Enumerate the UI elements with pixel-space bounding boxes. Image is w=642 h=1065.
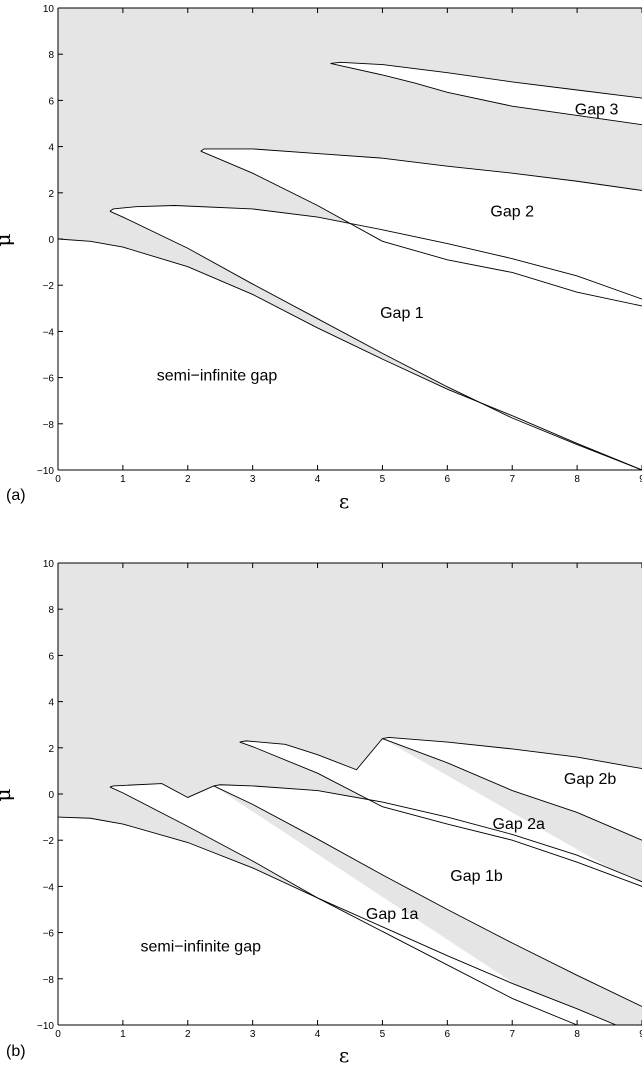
band-edge-2-lower [109,786,578,1025]
gap-annotation: Gap 2b [564,771,617,788]
gap-annotation: Gap 2 [490,203,534,220]
panel-label: (b) [6,1043,26,1060]
band-edge-1-upper [58,238,642,470]
y-tick-label: −8 [43,420,55,431]
band-edge-5-upper [382,736,642,770]
y-tick-label: 8 [48,605,54,616]
y-tick-label: 2 [48,744,54,755]
y-tick-label: 0 [48,235,54,246]
gap-region-3 [200,148,642,306]
gap-region-1 [58,239,642,470]
x-tick-label: 4 [315,474,321,485]
y-tick-label: 0 [48,790,54,801]
x-tick-label: 0 [55,1029,61,1040]
x-tick-label: 7 [509,1029,515,1040]
y-tick-label: −4 [43,882,55,893]
gap-annotation: Gap 1 [380,305,424,322]
band-edge-3-upper [213,784,642,883]
band-edge-3-lower [213,785,642,1007]
y-tick-label: 2 [48,189,54,200]
gap-annotation: Gap 2a [492,816,545,833]
y-tick-label: 6 [48,651,54,662]
x-tick-label: 3 [250,474,256,485]
x-tick-label: 6 [445,1029,451,1040]
x-tick-label: 2 [185,474,191,485]
x-tick-label: 0 [55,474,61,485]
gap-region-4 [239,738,642,887]
y-tick-label: −8 [43,975,55,986]
band-edge-4-upper [330,61,642,99]
y-tick-label: 4 [48,143,54,154]
x-axis-label: ε [339,489,349,513]
band-edge-2-upper [109,205,642,300]
x-tick-label: 4 [315,1029,321,1040]
band-edge-4-lower [239,741,642,887]
x-tick-label: 8 [574,1029,580,1040]
y-tick-label: −6 [43,374,55,385]
gap-annotation: Gap 1b [450,868,503,885]
gap-region-5 [382,737,642,841]
y-tick-label: −4 [43,327,55,338]
chart-panel-b: semi−infinite gap Gap 1a Gap 1b Gap 2a Gap 2… [0,559,642,1065]
y-tick-label: −10 [37,466,54,477]
y-tick-label: 4 [48,698,54,709]
x-axis-label: ε [339,1043,349,1065]
band-edge-3-upper [200,148,642,191]
gap-annotation: Gap 3 [575,102,619,119]
gap-annotation: semi−infinite gap [140,938,261,955]
y-axis-label: μ [0,234,15,247]
x-tick-label: 9 [639,474,642,485]
band-edge-2-upper [109,783,214,798]
y-tick-label: 6 [48,96,54,107]
x-tick-label: 7 [509,474,515,485]
x-tick-label: 3 [250,1029,256,1040]
y-axis-label: μ [0,789,15,802]
panel-label: (a) [6,487,26,504]
gap-annotation: Gap 1a [366,906,419,923]
band-edge-2-lower [109,210,642,470]
x-tick-label: 6 [445,474,451,485]
band-edge-4-upper [239,738,383,771]
x-tick-label: 1 [120,474,126,485]
x-tick-label: 8 [574,474,580,485]
y-tick-label: −2 [43,281,55,292]
band-edge-5-lower [382,738,642,841]
gap-annotation: semi−infinite gap [157,367,278,384]
y-tick-label: 10 [43,4,55,15]
x-tick-label: 5 [380,1029,386,1040]
x-tick-label: 9 [639,1029,642,1040]
y-tick-label: −10 [37,1021,54,1032]
gap-region-3 [213,784,642,1007]
band-edge-4-lower [330,63,642,126]
gap-region-4 [330,62,642,125]
y-tick-label: 8 [48,50,54,61]
gap-region-1 [58,817,642,1025]
x-tick-label: 1 [120,1029,126,1040]
y-tick-label: −2 [43,836,55,847]
gap-region-2 [109,783,578,1025]
chart-panel-a: semi−infinite gap Gap 1 Gap 2 Gap 3 0 1 2 3 4 5 6 7… [0,4,642,513]
x-tick-label: 2 [185,1029,191,1040]
band-edge-3-lower [200,150,642,307]
x-tick-label: 5 [380,474,386,485]
y-tick-label: 10 [43,559,55,570]
y-tick-label: −6 [43,929,55,940]
